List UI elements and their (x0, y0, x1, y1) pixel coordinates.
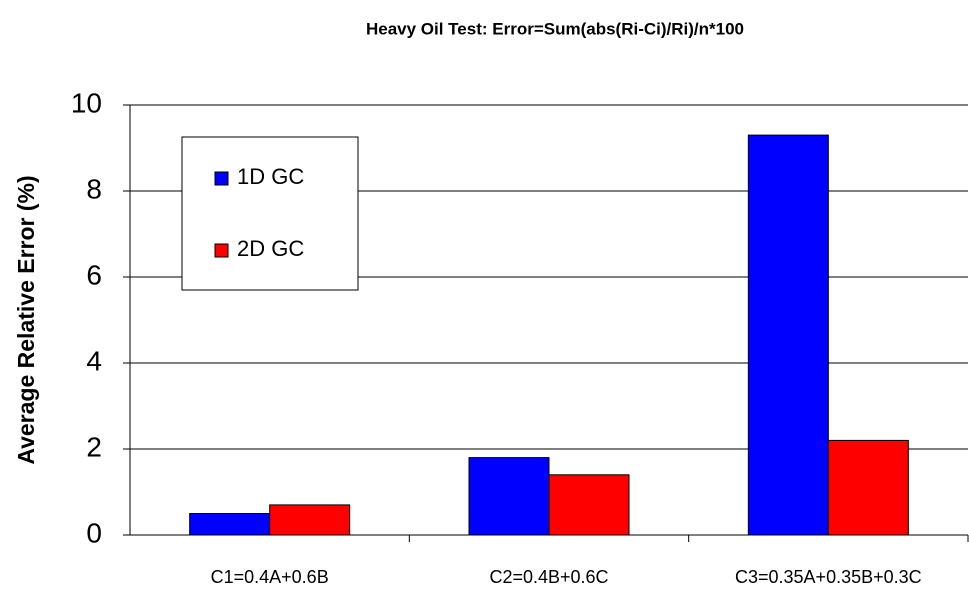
legend-label: 1D GC (237, 164, 304, 189)
bar (468, 457, 550, 536)
bar (827, 439, 909, 536)
chart-title: Heavy Oil Test: Error=Sum(abs(Ri-Ci)/Ri)… (366, 19, 744, 38)
bar (548, 474, 630, 536)
y-tick-label: 4 (86, 345, 102, 376)
y-tick-label: 10 (71, 87, 102, 118)
bar (747, 134, 829, 536)
legend-box (181, 136, 359, 291)
bar (269, 504, 351, 536)
y-axis-label: Average Relative Error (%) (13, 175, 39, 464)
legend-swatch (214, 171, 229, 186)
legend-label: 2D GC (237, 236, 304, 261)
y-tick-label: 6 (86, 259, 102, 290)
y-tick-label: 2 (86, 431, 102, 462)
bar (189, 513, 271, 536)
x-tick-label: C3=0.35A+0.35B+0.3C (735, 567, 922, 587)
x-tick-label: C1=0.4A+0.6B (211, 567, 329, 587)
y-tick-label: 0 (86, 517, 102, 548)
y-tick-label: 8 (86, 173, 102, 204)
legend-swatch (214, 243, 229, 258)
x-tick-label: C2=0.4B+0.6C (489, 567, 608, 587)
